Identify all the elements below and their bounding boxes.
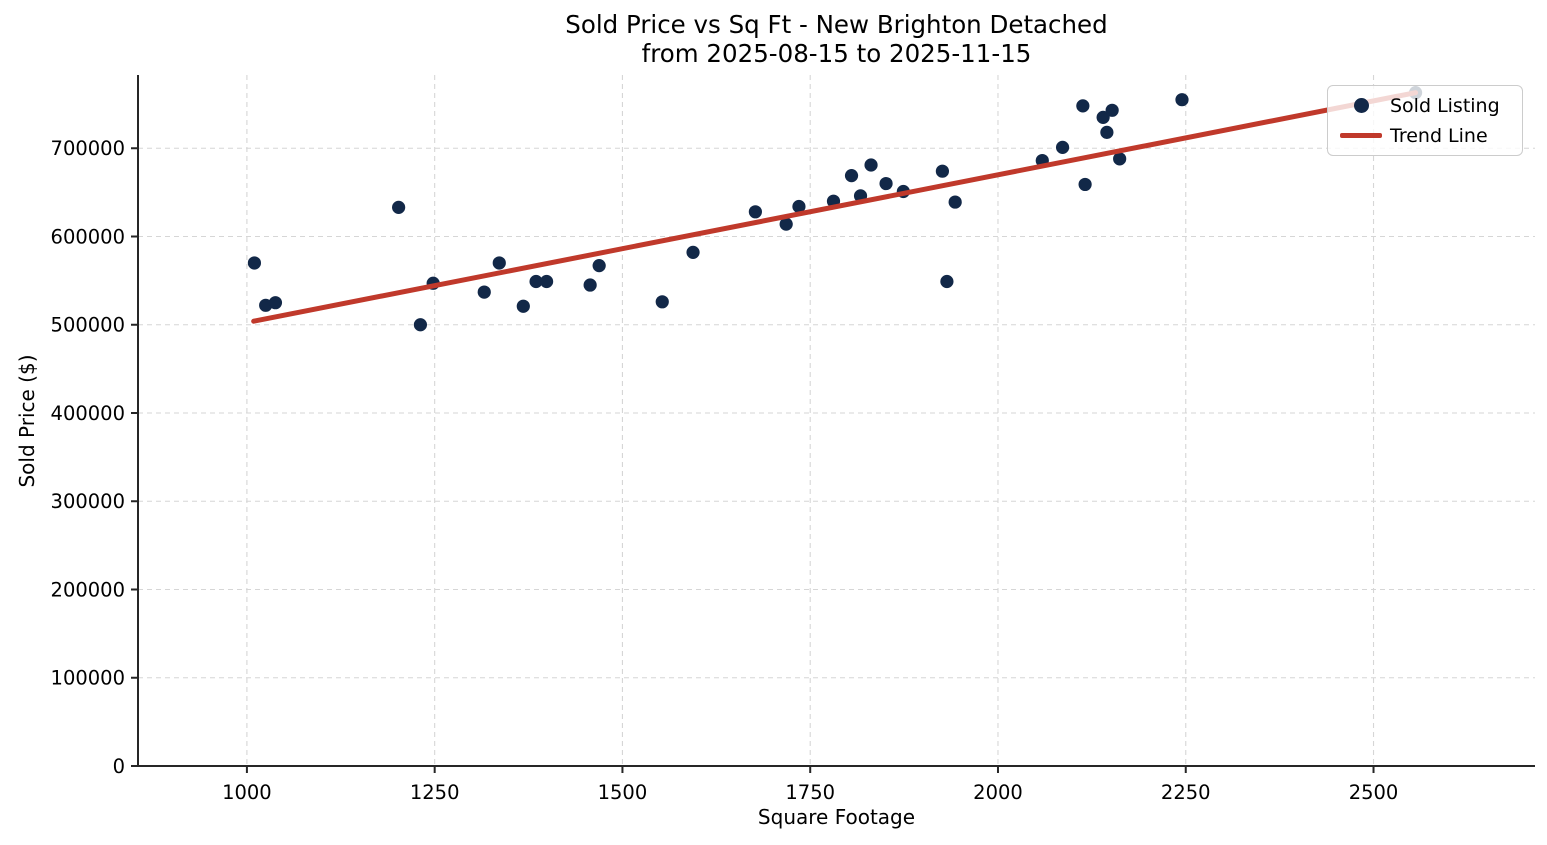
scatter-point (477, 285, 491, 299)
x-tick-label: 1000 (222, 781, 272, 804)
scatter-point (1078, 177, 1092, 192)
y-tick-label: 0 (113, 755, 125, 778)
scatter-point (686, 245, 700, 259)
chart-title-block: Sold Price vs Sq Ft - New Brighton Detac… (138, 10, 1535, 69)
chart-subtitle: from 2025-08-15 to 2025-11-15 (641, 38, 1032, 68)
chart-title: Sold Price vs Sq Ft - New Brighton Detac… (565, 10, 1108, 39)
axes-spines (137, 75, 1535, 767)
scatter-point (492, 256, 506, 270)
legend-label-trend-line: Trend Line (1390, 124, 1488, 147)
scatter-point (1096, 110, 1110, 124)
x-tick-label: 1500 (598, 781, 648, 804)
legend: Sold Listing Trend Line (1327, 85, 1523, 156)
legend-item-trend-line: Trend Line (1338, 123, 1510, 148)
legend-item-sold-listing: Sold Listing (1338, 93, 1510, 118)
scatter-point (748, 205, 762, 219)
scatter-point (935, 164, 950, 178)
x-tick-label: 1250 (410, 781, 460, 804)
scatter-point (1105, 103, 1119, 117)
scatter-point (940, 274, 954, 289)
legend-label-sold-listing: Sold Listing (1390, 94, 1500, 117)
scatter-point (247, 256, 262, 270)
scatter-point (864, 158, 878, 172)
scatter-point (792, 199, 806, 214)
scatter-point (844, 169, 859, 183)
y-tick-label: 700000 (51, 137, 125, 160)
y-tick-label: 500000 (51, 314, 125, 337)
y-tick-label: 300000 (51, 490, 125, 513)
y-tick-label: 200000 (51, 578, 125, 601)
scatter-point (1113, 152, 1127, 166)
scatter-point (779, 217, 793, 231)
scatter-point (413, 318, 428, 332)
x-tick-label: 2000 (973, 781, 1023, 804)
scatter-point (592, 259, 606, 273)
scatter-point (1055, 140, 1070, 154)
y-tick-label: 600000 (51, 225, 125, 248)
legend-marker-box (1338, 133, 1384, 138)
x-tick-label: 2500 (1349, 781, 1399, 804)
scatter-point (948, 195, 962, 209)
x-tick-label: 1750 (785, 781, 835, 804)
x-axis-label: Square Footage (757, 805, 916, 829)
legend-marker-box (1338, 98, 1384, 113)
axis-ticks: 1000 1250 1500 1750 2000 2250 2500 0 100000 20000… (51, 137, 1399, 804)
scatter-point (539, 274, 554, 289)
x-tick-label: 2250 (1161, 781, 1211, 804)
scatter-point (583, 278, 597, 292)
gridlines (138, 75, 1535, 767)
sold-listing-dot-icon (1353, 98, 1369, 113)
scatter-point (529, 274, 543, 289)
y-tick-label: 400000 (51, 402, 125, 425)
scatter-point (268, 296, 283, 310)
trend-line-sample-icon (1340, 133, 1382, 138)
scatter-point (516, 299, 530, 313)
scatter-point (655, 295, 669, 309)
scatter-point (392, 200, 406, 214)
y-tick-label: 100000 (51, 667, 125, 690)
trend-line (251, 90, 1419, 324)
scatter-point (1076, 99, 1090, 113)
scatter-point (1100, 125, 1114, 139)
scatter-point (879, 176, 893, 191)
scatter-series (247, 86, 1423, 332)
y-axis-label: Sold Price ($) (15, 354, 39, 488)
scatter-point (1175, 93, 1189, 107)
